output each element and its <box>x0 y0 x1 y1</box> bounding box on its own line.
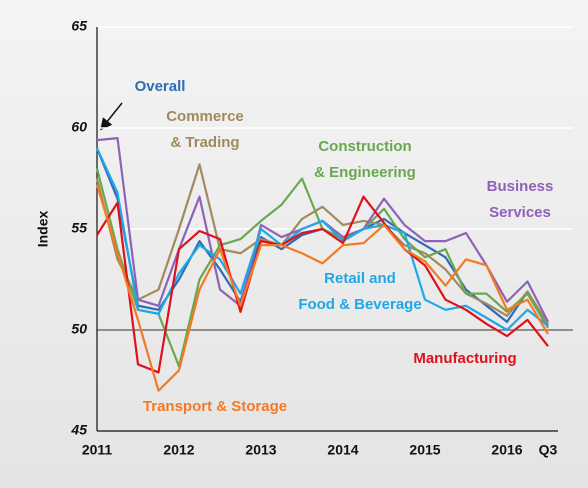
series-label: Retail and Food & Beverage <box>298 270 422 313</box>
x-tick-label: 2012 <box>163 442 194 458</box>
annotation-arrow <box>100 102 123 131</box>
series-label: Overall <box>134 78 186 95</box>
series-label: Construction & Engineering <box>314 138 416 181</box>
series-line <box>96 195 549 374</box>
y-tick-label: 55 <box>71 220 87 236</box>
series-label: Business Services <box>486 178 554 221</box>
series-label: Manufacturing <box>413 350 517 367</box>
series-label: Transport & Storage <box>142 398 288 415</box>
y-tick-label: 50 <box>71 321 87 337</box>
x-tick-label: 2015 <box>409 442 440 458</box>
y-tick-label: 65 <box>71 18 87 34</box>
y-tick-label: 60 <box>71 119 87 135</box>
x-tick-label: 2014 <box>327 442 358 458</box>
series-line <box>95 163 549 325</box>
x-tick-label: 2016 <box>491 442 522 458</box>
series-label: Commerce & Trading <box>166 108 244 151</box>
y-axis-label: Index <box>35 211 51 248</box>
x-tick-label: Q3 <box>539 442 558 458</box>
x-tick-label: 2011 <box>82 442 113 458</box>
x-tick-label: 2013 <box>245 442 276 458</box>
series-line <box>95 184 549 392</box>
y-tick-label: 45 <box>70 422 87 438</box>
